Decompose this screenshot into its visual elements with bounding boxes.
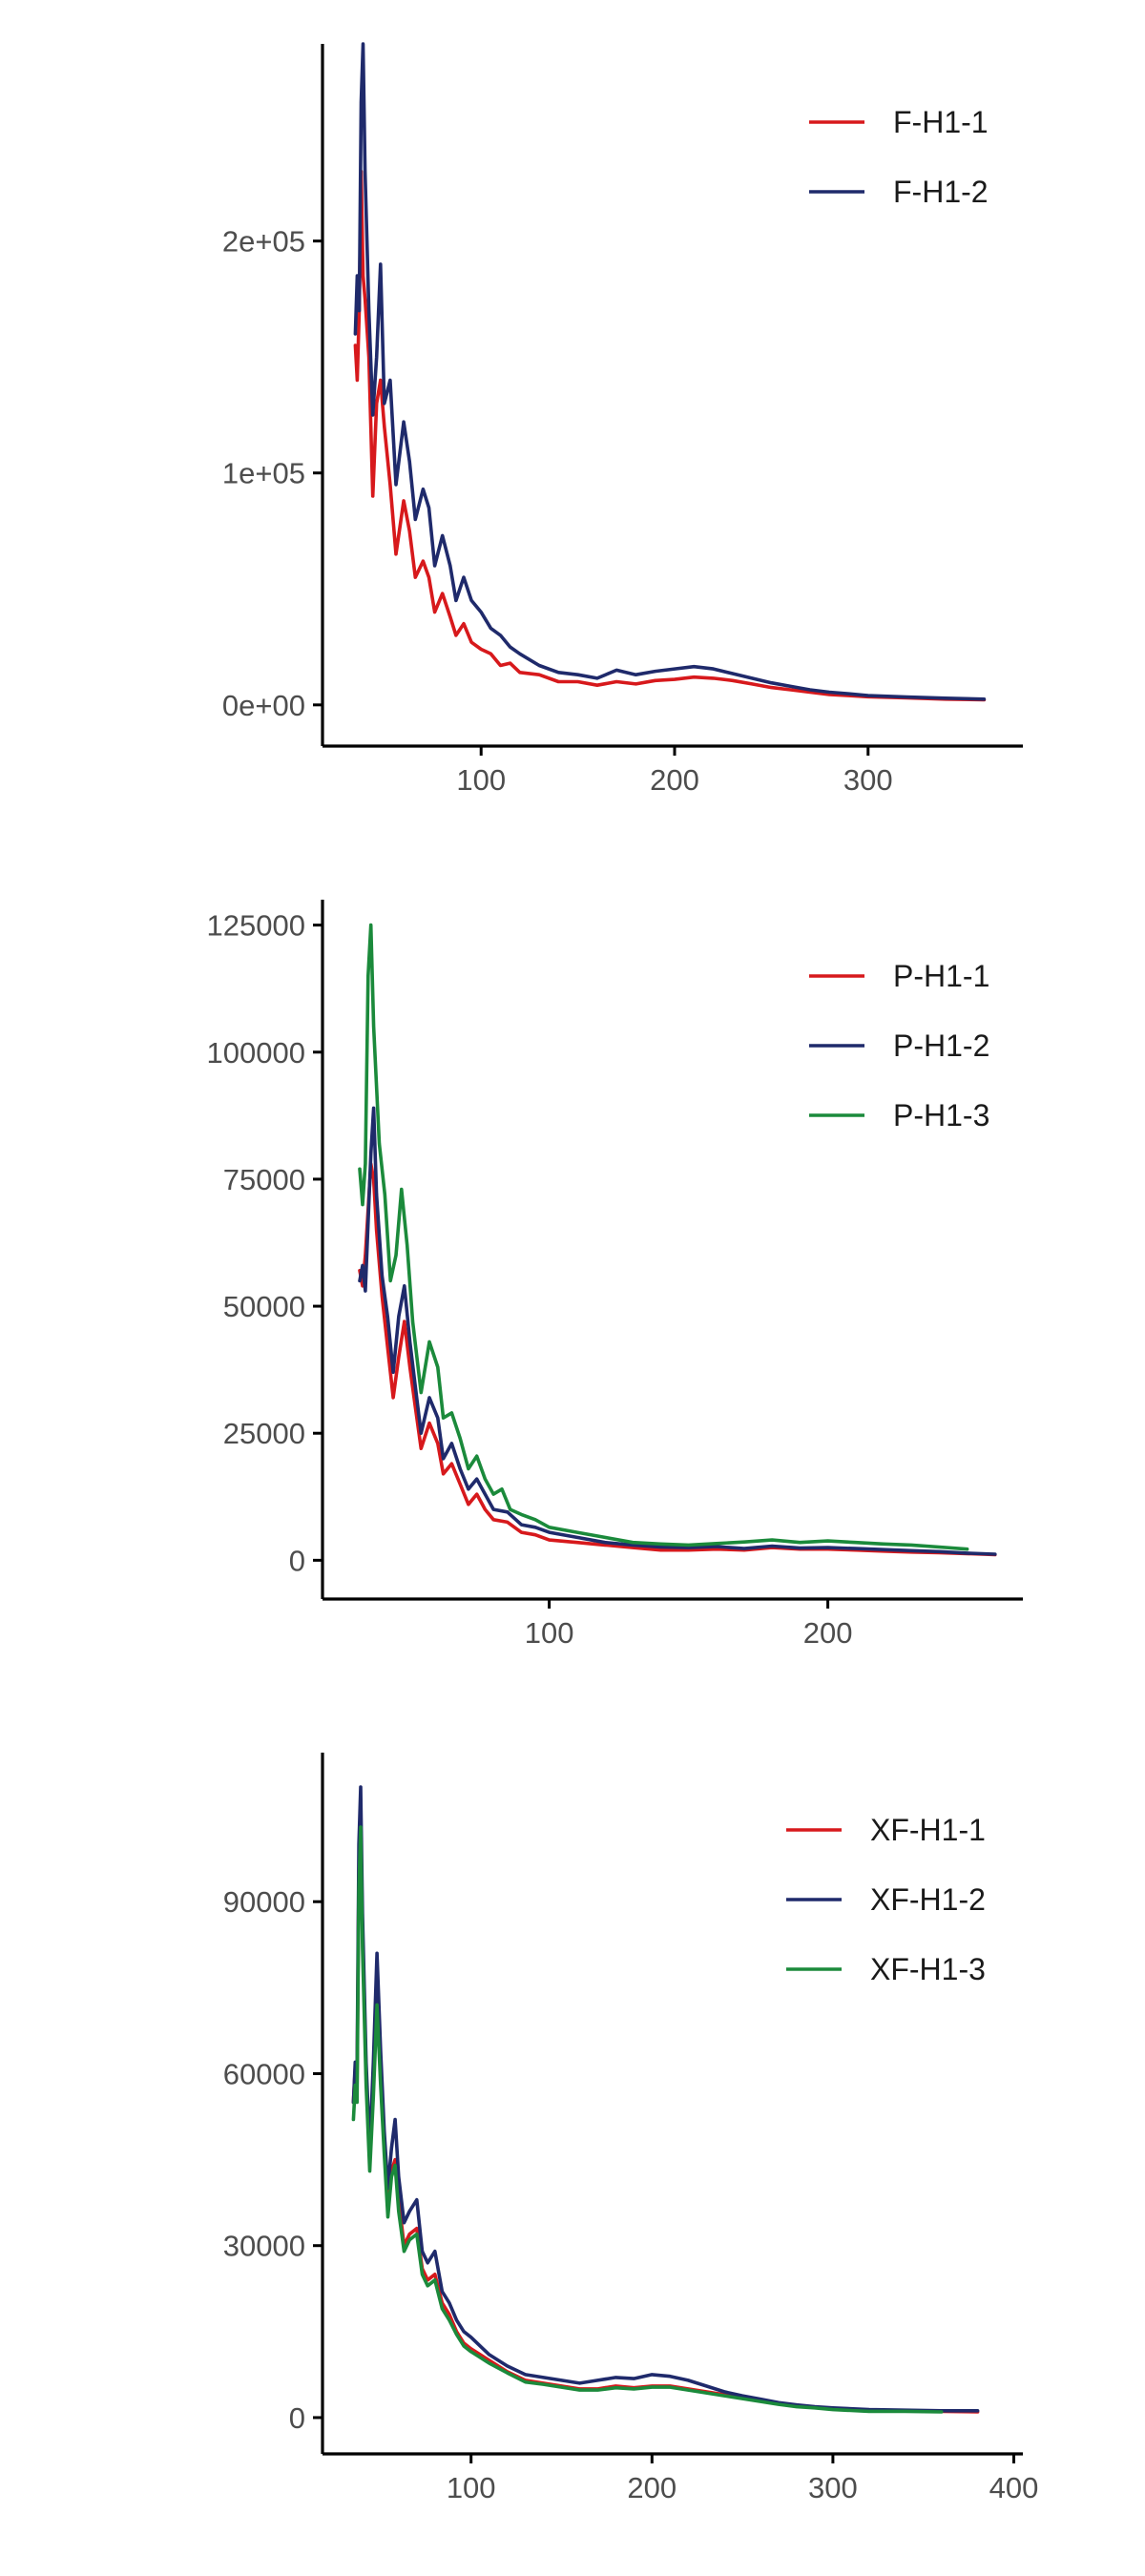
chart-panel-2: 0 25000 50000 75000 100000 125000 100 200 P-H1-1… [207, 900, 1023, 1650]
y-tick-label: 1e+05 [222, 457, 305, 490]
x-tick-label: 300 [808, 2471, 858, 2504]
series-line-f-h1-1 [353, 169, 987, 702]
legend-label: P-H1-2 [893, 1028, 989, 1063]
y-tick-label: 0 [289, 1544, 305, 1577]
y-tick-label: 125000 [207, 909, 305, 943]
legend-label: F-H1-1 [893, 105, 989, 139]
legend: P-H1-1 P-H1-2 P-H1-3 [809, 959, 989, 1132]
legend-label: XF-H1-3 [870, 1952, 986, 1986]
x-tick-label: 200 [650, 763, 699, 797]
x-tick-label: 100 [447, 2471, 496, 2504]
y-tick-label: 100000 [207, 1036, 305, 1070]
series-line-xf-h1-3 [351, 1825, 944, 2414]
legend-label: F-H1-2 [893, 175, 989, 209]
chart-panel-1: 0e+00 1e+05 2e+05 100 200 300 F-H1-1 F-H1-2 [222, 42, 1023, 797]
series-line-p-h1-3 [358, 923, 969, 1551]
y-tick-label: 90000 [223, 1885, 305, 1919]
y-tick-label: 0e+00 [222, 689, 305, 722]
series-line-f-h1-2 [353, 42, 987, 701]
y-tick-label: 60000 [223, 2057, 305, 2090]
x-tick-label: 200 [803, 1616, 853, 1650]
x-tick-label: 400 [989, 2471, 1039, 2504]
x-tick-label: 100 [456, 763, 506, 797]
y-tick-label: 50000 [223, 1290, 305, 1323]
legend: XF-H1-1 XF-H1-2 XF-H1-3 [786, 1813, 986, 1986]
y-tick-label: 75000 [223, 1163, 305, 1196]
y-tick-label: 2e+05 [222, 225, 305, 259]
x-tick-label: 200 [627, 2471, 677, 2504]
legend: F-H1-1 F-H1-2 [809, 105, 989, 209]
series-line-p-h1-2 [358, 1106, 997, 1556]
y-tick-label: 25000 [223, 1417, 305, 1450]
legend-label: XF-H1-2 [870, 1882, 986, 1917]
y-tick-label: 30000 [223, 2230, 305, 2263]
y-tick-label: 0 [289, 2401, 305, 2435]
legend-label: XF-H1-1 [870, 1813, 986, 1847]
legend-label: P-H1-3 [893, 1098, 989, 1132]
x-tick-label: 100 [525, 1616, 574, 1650]
x-tick-label: 300 [843, 763, 893, 797]
legend-label: P-H1-1 [893, 959, 989, 993]
